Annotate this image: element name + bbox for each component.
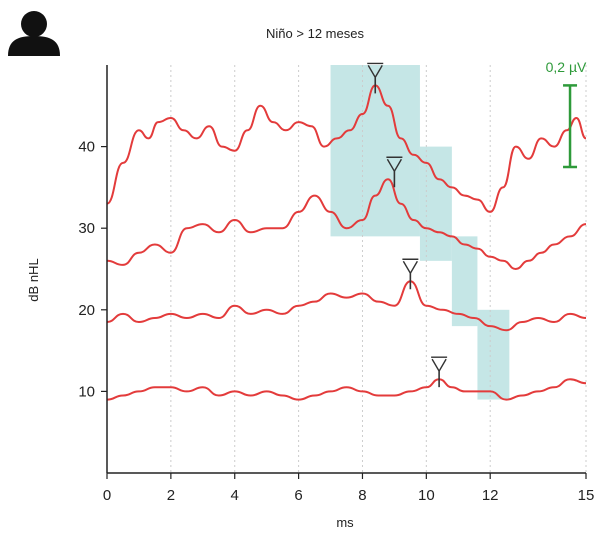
normative-band-2 (451, 236, 478, 327)
peak-v-marker-20 (402, 258, 419, 290)
amplitude-scale-bar (563, 84, 578, 169)
peak-markers (367, 62, 448, 388)
x-tick-label-10: 10 (418, 487, 435, 504)
y-ticks: 10 20 30 40 (78, 139, 107, 400)
y-tick-label-10: 10 (78, 383, 95, 400)
normative-band-1 (419, 146, 452, 261)
x-tick-label-2: 2 (167, 487, 175, 504)
y-axis-title: dB nHL (26, 258, 41, 301)
x-tick-label-0: 0 (103, 487, 111, 504)
y-tick-label-40: 40 (78, 139, 95, 156)
trace-10-db (106, 378, 587, 401)
peak-v-marker-10 (431, 356, 448, 388)
normative-band-3 (477, 309, 510, 400)
x-tick-label-8: 8 (358, 487, 366, 504)
trace-20-db (106, 280, 587, 332)
peak-v-marker-40 (367, 62, 384, 94)
x-tick-label-4: 4 (231, 487, 239, 504)
y-tick-label-20: 20 (78, 302, 95, 319)
y-tick-label-30: 30 (78, 220, 95, 237)
x-tick-label-12: 12 (482, 487, 499, 504)
axes (106, 65, 586, 474)
x-tick-label-6: 6 (294, 487, 302, 504)
x-axis-title: ms (336, 515, 354, 530)
trace-40-db (106, 84, 587, 213)
waveform-traces (106, 84, 587, 401)
x-tick-label-15: 15 (578, 487, 595, 504)
chart-title: Niño > 12 meses (266, 26, 364, 41)
trace-30-db (106, 178, 587, 270)
scale-bar-label: 0,2 µV (546, 59, 587, 75)
person-icon (8, 11, 60, 56)
x-ticks: 0 2 4 6 8 10 12 15 (103, 473, 595, 504)
peak-v-marker-30 (386, 156, 403, 188)
normative-bands (330, 65, 510, 400)
grid-lines (170, 65, 587, 473)
